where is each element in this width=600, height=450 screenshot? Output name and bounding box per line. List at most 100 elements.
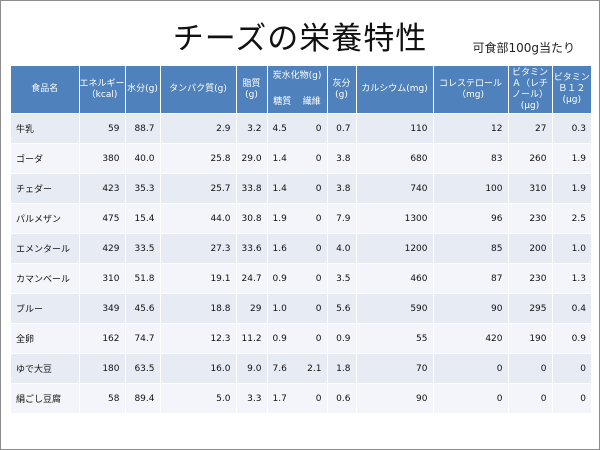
table-row: ゆで大豆 180 63.5 16.0 9.0 7.6 2.1 1.8 70 0 0 0 [11,353,591,384]
cell-cholesterol: 87 [432,263,508,294]
cell-cholesterol: 100 [432,173,508,204]
cell-water: 15.4 [124,203,160,234]
cell-cholesterol: 12 [432,113,508,144]
cell-fiber: 0 [315,183,322,194]
cell-fat: 29.0 [235,143,267,174]
cell-vitaminB12: 0.9 [551,323,591,354]
cell-vitaminA: 310 [507,173,552,204]
cell-calcium: 1200 [355,233,433,264]
cell-vitaminB12: 0 [551,383,591,413]
cell-carb: 1.0 0 [266,293,327,324]
cell-fat: 3.3 [235,383,267,413]
cell-food: 絹ごし豆腐 [11,383,79,413]
header-vitamin-b12: ビタミンＢ１２(μg) [551,66,591,114]
header-carb-title: 炭水化物(g) [272,71,322,81]
cell-calcium: 70 [355,353,433,384]
table-row: ゴーダ 380 40.0 25.8 29.0 1.4 0 3.8 680 83 260 1.9 [11,143,591,174]
header-carb: 炭水化物(g) 糖質 繊維 [266,66,327,114]
carb-values: 4.5 0 [273,124,322,134]
cell-protein: 12.3 [159,323,236,354]
cell-water: 51.8 [124,263,160,294]
table-row: 絹ごし豆腐 58 89.4 5.0 3.3 1.7 0 0.6 90 0 0 0 [11,383,591,413]
cell-vitaminB12: 1.9 [551,143,591,174]
cell-cholesterol: 420 [432,323,508,354]
cell-vitaminB12: 1.0 [551,233,591,264]
header-food: 食品名 [11,66,79,114]
carb-values: 1.4 0 [273,184,322,194]
cell-vitaminA: 260 [507,143,552,174]
cell-vitaminB12: 0 [551,353,591,384]
cell-energy: 380 [78,143,125,174]
cell-carb: 1.9 0 [266,203,327,234]
table-row: ブルー 349 45.6 18.8 29 1.0 0 5.6 590 90 295 0.4 [11,293,591,324]
cell-protein: 18.8 [159,293,236,324]
carb-values: 0.9 0 [273,274,322,284]
cell-fat: 3.2 [235,113,267,144]
cell-ash: 7.9 [326,203,356,234]
cell-carb: 0.9 0 [266,263,327,294]
header-cholesterol: コレステロール（mg) [432,66,508,114]
cell-carb: 4.5 0 [266,113,327,144]
cell-fiber: 2.1 [307,363,322,374]
unit-note: 可食部100g当たり [472,41,575,55]
cell-food: ブルー [11,293,79,324]
cell-water: 74.7 [124,323,160,354]
cell-fiber: 0 [315,153,322,164]
cell-protein: 25.7 [159,173,236,204]
cell-vitaminA: 0 [507,353,552,384]
cell-calcium: 110 [355,113,433,144]
cell-water: 40.0 [124,143,160,174]
nutrition-table: 食品名 エネルギー（kcal) 水分(g) タンパク質(g) 脂質(g) 炭水化… [11,66,591,413]
cell-fiber: 0 [315,273,322,284]
cell-protein: 27.3 [159,233,236,264]
cell-cholesterol: 0 [432,383,508,413]
cell-protein: 5.0 [159,383,236,413]
cell-ash: 3.8 [326,173,356,204]
cell-vitaminA: 27 [507,113,552,144]
cell-carb: 7.6 2.1 [266,353,327,384]
cell-energy: 162 [78,323,125,354]
cell-fiber: 0 [315,333,322,344]
carb-values: 1.6 0 [273,244,322,254]
cell-calcium: 1300 [355,203,433,234]
carb-values: 1.0 0 [273,304,322,314]
header-carb-sub: 糖質 繊維 [268,97,327,108]
cell-ash: 0.6 [326,383,356,413]
cell-cholesterol: 85 [432,233,508,264]
cell-calcium: 460 [355,263,433,294]
cell-food: ゴーダ [11,143,79,174]
cell-calcium: 680 [355,143,433,174]
carb-values: 1.7 0 [273,394,322,404]
cell-sugar: 0.9 [272,273,287,284]
cell-vitaminA: 190 [507,323,552,354]
cell-fat: 30.8 [235,203,267,234]
cell-fat: 11.2 [235,323,267,354]
cell-vitaminA: 230 [507,203,552,234]
cell-ash: 3.8 [326,143,356,174]
cell-protein: 44.0 [159,203,236,234]
cell-ash: 3.5 [326,263,356,294]
table-row: 牛乳 59 88.7 2.9 3.2 4.5 0 0.7 110 12 27 0.3 [11,113,591,144]
carb-values: 1.4 0 [273,154,322,164]
carb-values: 0.9 0 [273,334,322,344]
cell-energy: 349 [78,293,125,324]
cell-food: カマンベール [11,263,79,294]
cell-food: 牛乳 [11,113,79,144]
cell-food: パルメザン [11,203,79,234]
cell-vitaminB12: 0.3 [551,113,591,144]
cell-sugar: 7.6 [272,363,287,374]
cell-protein: 19.1 [159,263,236,294]
cell-food: チェダー [11,173,79,204]
cell-sugar: 1.6 [272,243,287,254]
cell-vitaminB12: 1.3 [551,263,591,294]
cell-food: エメンタール [11,233,79,264]
cell-fiber: 0 [315,303,322,314]
cell-carb: 1.4 0 [266,143,327,174]
cell-carb: 1.6 0 [266,233,327,264]
cell-fat: 24.7 [235,263,267,294]
cell-ash: 5.6 [326,293,356,324]
cell-vitaminB12: 1.9 [551,173,591,204]
cell-ash: 0.9 [326,323,356,354]
cell-fat: 33.8 [235,173,267,204]
cell-protein: 16.0 [159,353,236,384]
